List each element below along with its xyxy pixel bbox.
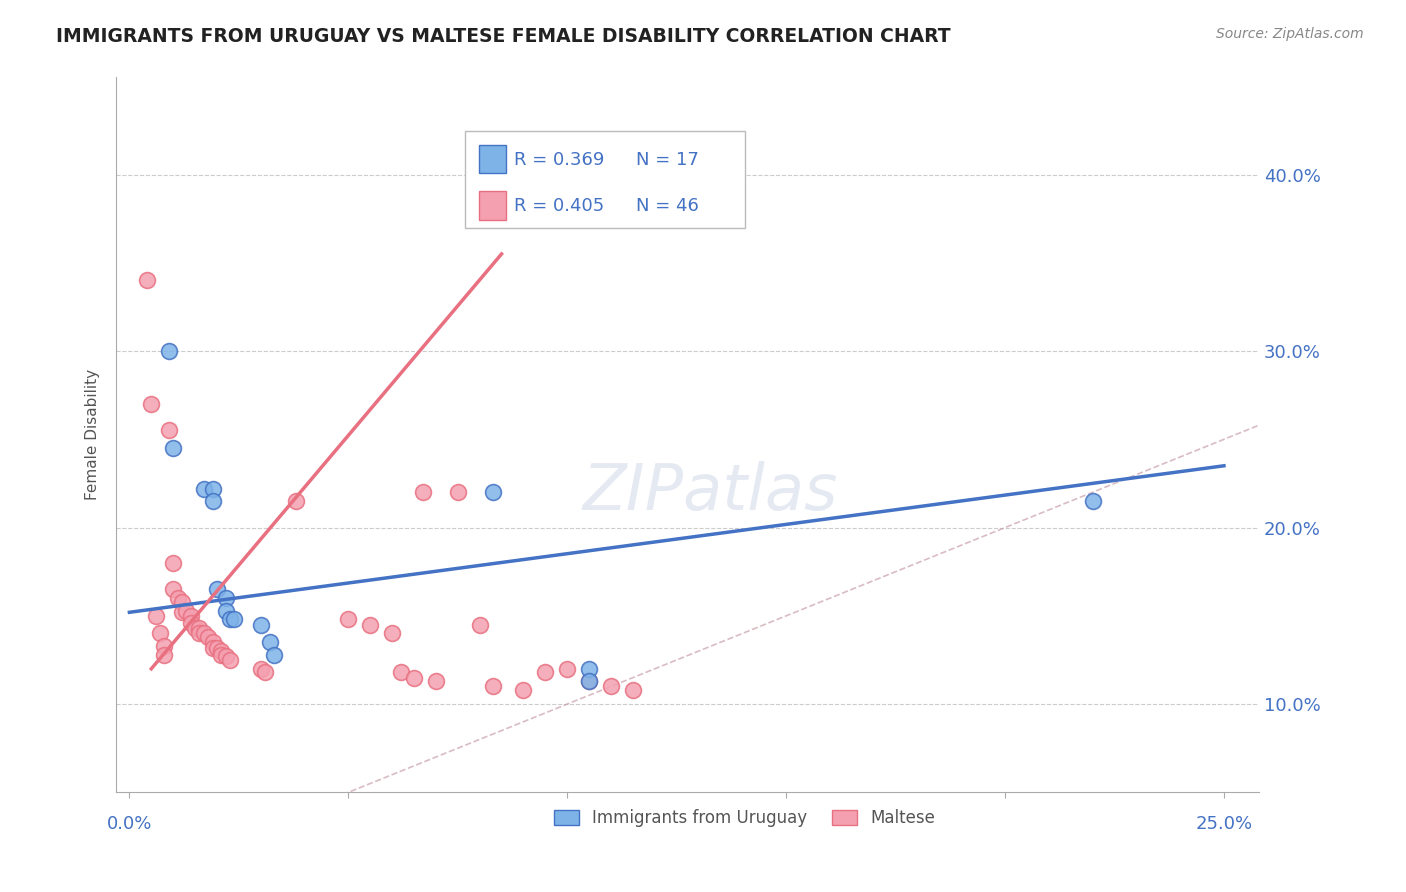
Point: [205, 640, 228, 655]
Point: [162, 441, 184, 455]
Point: [188, 626, 211, 640]
Point: [215, 591, 238, 606]
Point: [512, 683, 534, 698]
Point: [149, 626, 172, 640]
Point: [215, 649, 238, 664]
Point: [219, 653, 242, 667]
Point: [170, 605, 193, 619]
Point: [468, 617, 491, 632]
Point: [184, 621, 207, 635]
Point: [162, 582, 184, 597]
FancyBboxPatch shape: [478, 145, 506, 173]
Point: [170, 595, 193, 609]
Point: [188, 621, 211, 635]
Point: [215, 603, 238, 617]
Point: [481, 485, 503, 500]
Point: [578, 674, 600, 689]
Point: [157, 424, 180, 438]
Point: [578, 662, 600, 676]
Text: ZIPatlas: ZIPatlas: [582, 461, 838, 523]
Point: [180, 615, 202, 630]
Point: [219, 612, 242, 626]
Point: [201, 635, 224, 649]
FancyBboxPatch shape: [478, 191, 506, 219]
Point: [201, 494, 224, 508]
Point: [284, 494, 307, 508]
Point: [402, 671, 425, 685]
Point: [534, 665, 557, 680]
Point: [249, 617, 271, 632]
Text: Source: ZipAtlas.com: Source: ZipAtlas.com: [1216, 27, 1364, 41]
Point: [425, 674, 447, 689]
Point: [193, 482, 215, 496]
Point: [555, 662, 578, 676]
Point: [412, 485, 434, 500]
Text: IMMIGRANTS FROM URUGUAY VS MALTESE FEMALE DISABILITY CORRELATION CHART: IMMIGRANTS FROM URUGUAY VS MALTESE FEMAL…: [56, 27, 950, 45]
Point: [205, 582, 228, 597]
Point: [359, 617, 381, 632]
Point: [389, 665, 412, 680]
Y-axis label: Female Disability: Female Disability: [86, 369, 100, 500]
Point: [249, 662, 271, 676]
Point: [201, 640, 224, 655]
Point: [1081, 494, 1104, 508]
Point: [201, 482, 224, 496]
Legend: Immigrants from Uruguay, Maltese: Immigrants from Uruguay, Maltese: [547, 803, 942, 834]
Text: 0.0%: 0.0%: [107, 815, 152, 833]
Point: [259, 635, 281, 649]
Point: [481, 680, 503, 694]
Point: [193, 626, 215, 640]
Point: [180, 608, 202, 623]
Point: [197, 630, 219, 644]
Point: [135, 273, 157, 287]
Point: [447, 485, 470, 500]
Point: [209, 644, 232, 658]
Point: [381, 626, 404, 640]
Point: [621, 683, 644, 698]
Point: [153, 639, 176, 653]
Point: [224, 612, 246, 626]
Text: N = 17: N = 17: [636, 151, 699, 169]
Point: [153, 648, 176, 662]
Point: [209, 648, 232, 662]
Point: [254, 665, 277, 680]
Point: [145, 608, 167, 623]
Text: N = 46: N = 46: [636, 197, 699, 215]
Text: R = 0.405: R = 0.405: [515, 197, 605, 215]
Point: [157, 344, 180, 359]
Point: [166, 591, 188, 606]
Point: [141, 397, 163, 411]
Point: [600, 680, 623, 694]
Text: 25.0%: 25.0%: [1195, 815, 1253, 833]
Text: R = 0.369: R = 0.369: [515, 151, 605, 169]
Point: [162, 556, 184, 570]
Point: [176, 603, 198, 617]
Point: [263, 648, 285, 662]
Point: [337, 612, 360, 626]
FancyBboxPatch shape: [465, 131, 745, 227]
Point: [578, 674, 600, 689]
